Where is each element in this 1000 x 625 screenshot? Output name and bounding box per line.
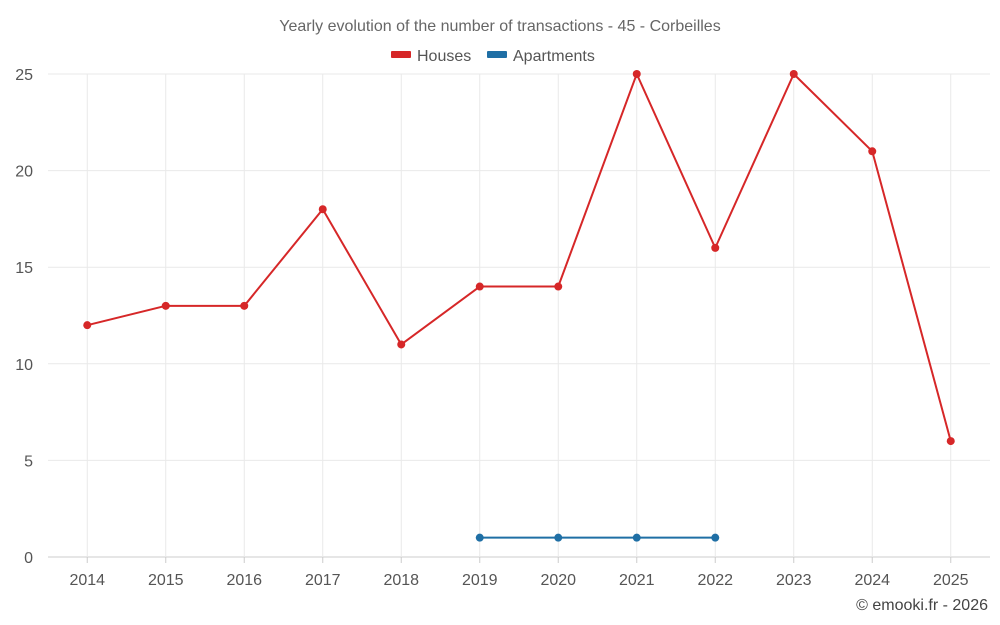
footer-credit: © emooki.fr - 2026 [856, 597, 988, 614]
series-apartments [475, 533, 720, 542]
x-axis: 2014 2015 2016 2017 2018 2019 2020 2021 2022 2023… [69, 572, 968, 589]
houses-line [87, 73, 952, 442]
apartments-point-2021[interactable] [632, 533, 641, 542]
houses-point-2025[interactable] [946, 437, 955, 446]
houses-point-2014[interactable] [83, 321, 92, 330]
y-tick-label: 25 [15, 67, 33, 84]
y-tick-label: 10 [15, 357, 33, 374]
legend-label-apartments: Apartments [513, 48, 595, 65]
x-tick-label: 2018 [383, 572, 419, 589]
houses-point-2018[interactable] [397, 340, 406, 349]
houses-point-2024[interactable] [868, 147, 877, 156]
apartments-point-2020[interactable] [554, 533, 563, 542]
y-tick-label: 5 [24, 453, 33, 470]
legend-label-houses: Houses [417, 48, 471, 65]
x-tick-label: 2023 [776, 572, 812, 589]
x-tick-label: 2022 [697, 572, 733, 589]
legend: Houses Apartments [391, 48, 595, 65]
legend-swatch-houses [391, 51, 411, 58]
houses-point-2022[interactable] [711, 243, 720, 252]
houses-point-2021[interactable] [632, 70, 641, 78]
houses-point-2015[interactable] [161, 301, 170, 310]
x-tick-label: 2014 [69, 572, 105, 589]
x-tick-label: 2015 [148, 572, 184, 589]
apartments-point-2022[interactable] [711, 533, 720, 542]
x-tick-label: 2020 [540, 572, 576, 589]
y-axis: 0 5 10 15 20 25 [15, 67, 33, 567]
legend-swatch-apartments [487, 51, 507, 58]
series-layer [83, 70, 955, 542]
chart-title: Yearly evolution of the number of transa… [279, 18, 720, 35]
x-tick-label: 2025 [933, 572, 969, 589]
houses-point-2020[interactable] [554, 282, 563, 291]
x-tick-label: 2024 [854, 572, 890, 589]
houses-point-2016[interactable] [240, 301, 249, 310]
grid [48, 73, 990, 563]
houses-point-2023[interactable] [789, 70, 798, 78]
legend-item-houses[interactable]: Houses [391, 48, 471, 65]
houses-point-2017[interactable] [318, 205, 327, 214]
series-houses [83, 70, 955, 446]
y-tick-label: 15 [15, 260, 33, 277]
y-tick-label: 20 [15, 164, 33, 181]
legend-item-apartments[interactable]: Apartments [487, 48, 595, 65]
y-tick-label: 0 [24, 550, 33, 567]
x-tick-label: 2016 [226, 572, 262, 589]
x-tick-label: 2021 [619, 572, 655, 589]
houses-point-2019[interactable] [475, 282, 484, 291]
x-tick-label: 2019 [462, 572, 498, 589]
apartments-point-2019[interactable] [475, 533, 484, 542]
x-tick-label: 2017 [305, 572, 341, 589]
